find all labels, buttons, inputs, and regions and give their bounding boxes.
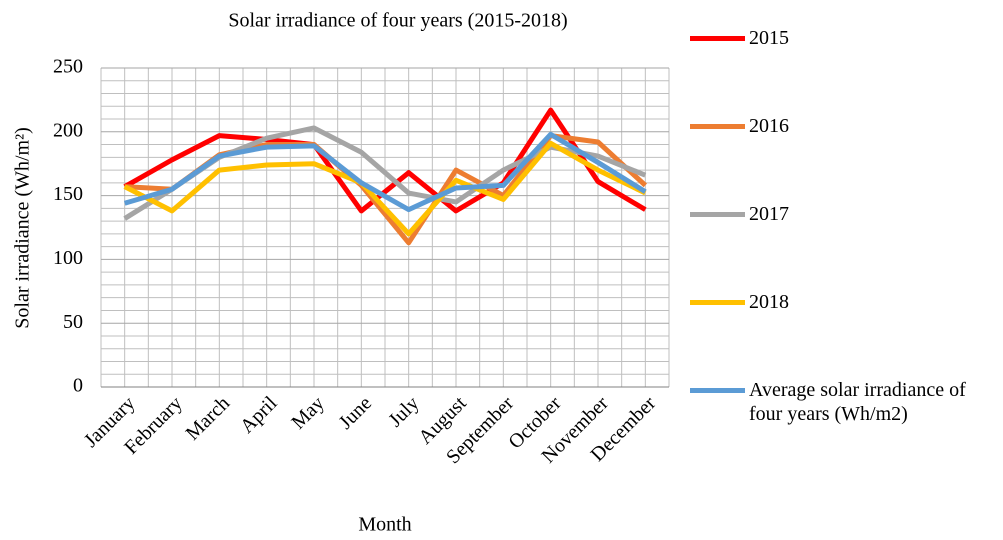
series-line [123,140,647,237]
legend-swatch [690,36,745,41]
legend-item: 2017 [690,202,1003,226]
legend-item: 2018 [690,290,1003,314]
legend-swatch [690,124,745,129]
legend-label: 2018 [749,291,789,313]
legend-item: 2015 [690,26,1003,50]
chart-title: Solar irradiance of four years (2015-201… [228,10,567,32]
x-tick-label: May [287,392,328,433]
legend-label: 2017 [749,203,789,225]
x-tick-label: March [182,392,234,444]
y-tick-label: 50 [63,311,83,333]
legend-item: 2016 [690,114,1003,138]
y-axis-label: Solar irradiance (Wh/m²) [12,127,34,328]
y-tick-label: 150 [53,183,83,205]
y-tick-label: 0 [73,375,83,397]
legend-label: Average solar irradiance of four years (… [749,379,966,425]
x-tick-label: April [236,392,282,438]
series-line [123,131,647,213]
x-tick-label: June [335,392,377,434]
legend-swatch [690,300,745,305]
series-line [123,107,647,214]
y-tick-label: 200 [53,119,83,141]
legend-label: 2016 [749,115,789,137]
legend-label: 2015 [749,27,789,49]
legend-item: Average solar irradiance of four years (… [690,378,1003,426]
x-tick-label: July [384,392,423,431]
legend-swatch [690,212,745,217]
y-tick-label: 100 [53,247,83,269]
legend-swatch [690,388,745,393]
y-tick-label: 250 [53,56,83,78]
x-axis-label: Month [358,514,411,536]
